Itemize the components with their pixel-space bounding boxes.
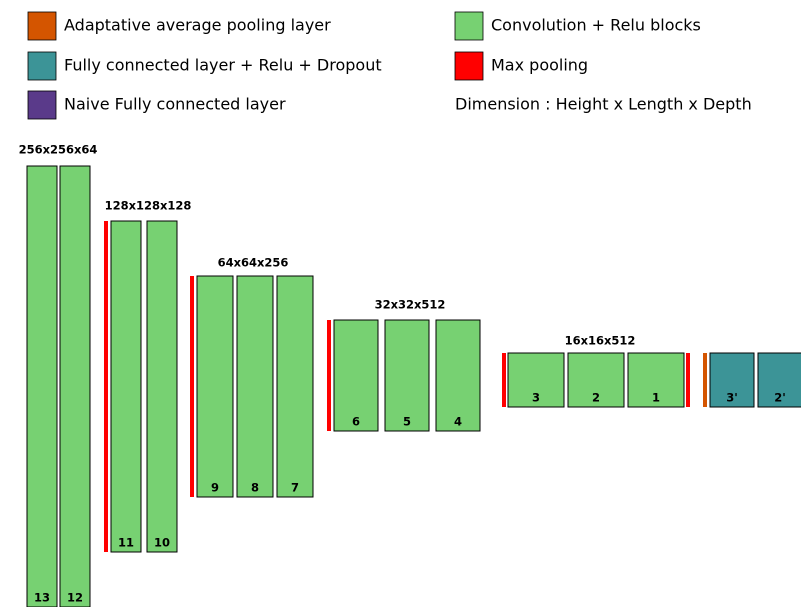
conv-block — [276, 275, 314, 498]
legend-label: Convolution + Relu blocks — [491, 16, 701, 35]
conv-block — [26, 165, 58, 608]
max-pool — [190, 276, 194, 497]
conv-block — [567, 352, 625, 408]
fc-block — [757, 352, 801, 408]
block-number: 1 — [652, 391, 660, 405]
block-number: 3 — [532, 391, 540, 405]
legend-swatch — [27, 11, 57, 41]
fc-block — [709, 352, 755, 408]
block-number: 11 — [118, 536, 134, 550]
max-pool — [327, 320, 331, 431]
block-number: 5 — [403, 415, 411, 429]
legend-label: Fully connected layer + Relu + Dropout — [64, 56, 382, 75]
conv-block — [236, 275, 274, 498]
max-pool — [686, 353, 690, 407]
block-number: 2 — [592, 391, 600, 405]
conv-block — [196, 275, 234, 498]
conv-block — [435, 319, 481, 432]
dimension-note: Dimension : Height x Length x Depth — [455, 95, 752, 114]
conv-block — [507, 352, 565, 408]
legend-label: Max pooling — [491, 56, 588, 75]
legend-label: Adaptative average pooling layer — [64, 16, 331, 35]
conv-block — [59, 165, 91, 608]
max-pool — [104, 221, 108, 552]
stage-dimension: 64x64x256 — [218, 256, 289, 270]
conv-block — [627, 352, 685, 408]
legend-label: Naive Fully connected layer — [64, 95, 286, 114]
block-number: 9 — [211, 481, 219, 495]
block-number: 8 — [251, 481, 259, 495]
conv-block — [333, 319, 379, 432]
stage-dimension: 32x32x512 — [375, 298, 446, 312]
block-number: 6 — [352, 415, 360, 429]
block-number: 4 — [454, 415, 462, 429]
avg-pool — [703, 353, 707, 407]
block-number: 12 — [67, 591, 83, 605]
block-number: 7 — [291, 481, 299, 495]
stage-dimension: 256x256x64 — [19, 143, 98, 157]
block-number: 2' — [774, 391, 786, 405]
stage-dimension: 16x16x512 — [565, 334, 636, 348]
legend-swatch — [27, 51, 57, 81]
max-pool — [502, 353, 506, 407]
legend-swatch — [454, 11, 484, 41]
conv-block — [110, 220, 142, 553]
block-number: 10 — [154, 536, 170, 550]
legend-swatch — [27, 90, 57, 120]
block-number: 13 — [34, 591, 50, 605]
legend-swatch — [454, 51, 484, 81]
block-number: 3' — [726, 391, 738, 405]
conv-block — [146, 220, 178, 553]
conv-block — [384, 319, 430, 432]
stage-dimension: 128x128x128 — [105, 199, 192, 213]
